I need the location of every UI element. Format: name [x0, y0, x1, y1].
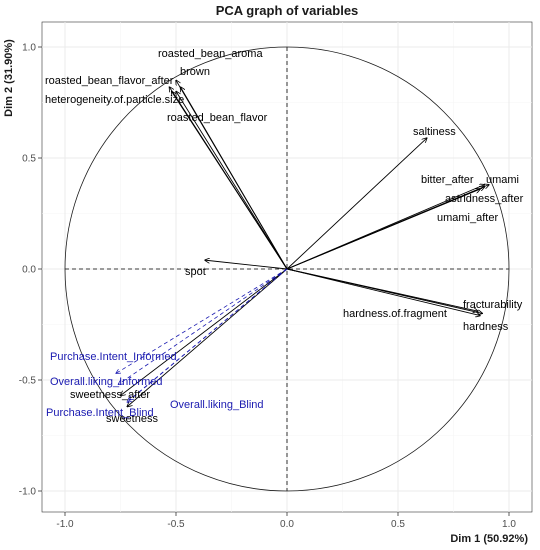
arrow-umami-after: [286, 189, 480, 270]
label-roasted-bean-flavor: roasted_bean_flavor: [167, 112, 268, 124]
label-overall-liking-informed: Overall.liking_Informed: [50, 376, 163, 388]
label-umami-after: umami_after: [437, 212, 498, 224]
label-purchase-intent-informed: Purchase.Intent_Informed: [50, 351, 177, 363]
label-overall-liking-blind: Overall.liking_Blind: [170, 399, 264, 411]
label-astridness-after: astridness_after: [445, 193, 524, 205]
arrow-heterogeneity-of-particle-size: [172, 91, 288, 270]
x-tick-label: 0.5: [391, 519, 405, 530]
arrow-spot: [205, 260, 288, 270]
y-tick-label: 0.0: [22, 265, 36, 276]
y-tick-label: 1.0: [22, 43, 36, 54]
y-tick-label: -1.0: [19, 487, 37, 498]
arrow-sweetness-after: [121, 268, 288, 396]
label-roasted-bean-aroma: roasted_bean_aroma: [158, 48, 263, 60]
label-heterogeneity-of-particle-size: heterogeneity.of.particle.size: [45, 94, 184, 106]
arrow-sweetness: [127, 268, 288, 407]
x-axis-title: Dim 1 (50.92%): [450, 533, 528, 545]
label-spot: spot: [185, 266, 206, 278]
label-brown: brown: [180, 66, 210, 78]
label-saltiness: saltiness: [413, 126, 456, 138]
label-hardness: hardness: [463, 321, 509, 333]
y-ticks: 1.0 0.5 0.0 -0.5 -1.0: [19, 43, 42, 498]
label-fracturability: fracturability: [463, 299, 523, 311]
arrow-roasted-bean-flavor: [176, 91, 288, 270]
circle-layer: [64, 46, 510, 492]
y-tick-label: 0.5: [22, 154, 36, 165]
label-roasted-bean-flavor-after: roasted_bean_flavor_after: [45, 75, 174, 87]
label-sweetness: sweetness: [106, 413, 158, 425]
label-purchase-intent-blind: Purchase.Intent_Blind: [46, 407, 154, 419]
label-bitter-after: bitter_after: [421, 174, 474, 186]
chart-title: PCA graph of variables: [216, 3, 359, 18]
arrow-hardness-of-fragment: [286, 268, 478, 311]
x-tick-label: -1.0: [56, 519, 74, 530]
arrow-hardness: [286, 268, 480, 316]
y-axis-title: Dim 2 (31.90%): [3, 39, 15, 117]
arrow-brown: [176, 80, 288, 270]
label-hardness-of-fragment: hardness.of.fragment: [343, 308, 447, 320]
x-tick-label: 0.0: [280, 519, 294, 530]
correlation-circle: [64, 46, 510, 492]
x-tick-label: 1.0: [502, 519, 516, 530]
y-tick-label: -0.5: [19, 376, 37, 387]
label-umami: umami: [486, 174, 519, 186]
x-tick-label: -0.5: [167, 519, 185, 530]
label-sweetness-after: sweetness_after: [70, 389, 150, 401]
arrow-purchase-intent-informed: [116, 268, 288, 373]
zero-lines: [65, 47, 509, 491]
arrow-overall-liking-informed: [118, 268, 288, 384]
arrows-layer: [116, 80, 489, 406]
arrow-saltiness: [286, 138, 427, 270]
x-ticks: -1.0 -0.5 0.0 0.5 1.0: [56, 512, 516, 530]
